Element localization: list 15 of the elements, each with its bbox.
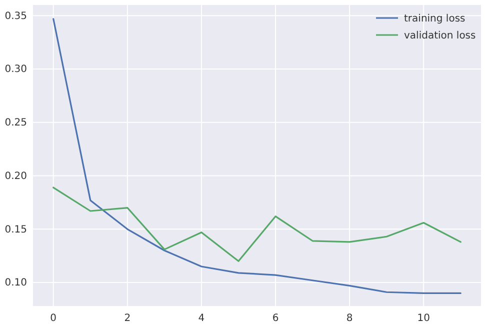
y-tick-label: 0.25: [4, 118, 27, 129]
x-tick-label: 4: [198, 313, 205, 324]
x-tick-label: 10: [417, 313, 430, 324]
y-tick-label: 0.30: [4, 64, 27, 76]
x-tick-label: 6: [272, 313, 279, 324]
legend-label: training loss: [404, 14, 466, 24]
x-tick-label: 2: [124, 313, 131, 324]
line-series: [52, 186, 462, 262]
legend-label: validation loss: [404, 30, 476, 42]
x-tick-label: 8: [346, 313, 353, 324]
y-tick-label: 0.10: [4, 278, 27, 289]
y-tick-label: 0.15: [4, 224, 27, 236]
y-tick-label: 0.35: [4, 10, 27, 22]
y-tick-label: 0.20: [4, 170, 27, 182]
x-tick-label: 0: [50, 313, 57, 324]
